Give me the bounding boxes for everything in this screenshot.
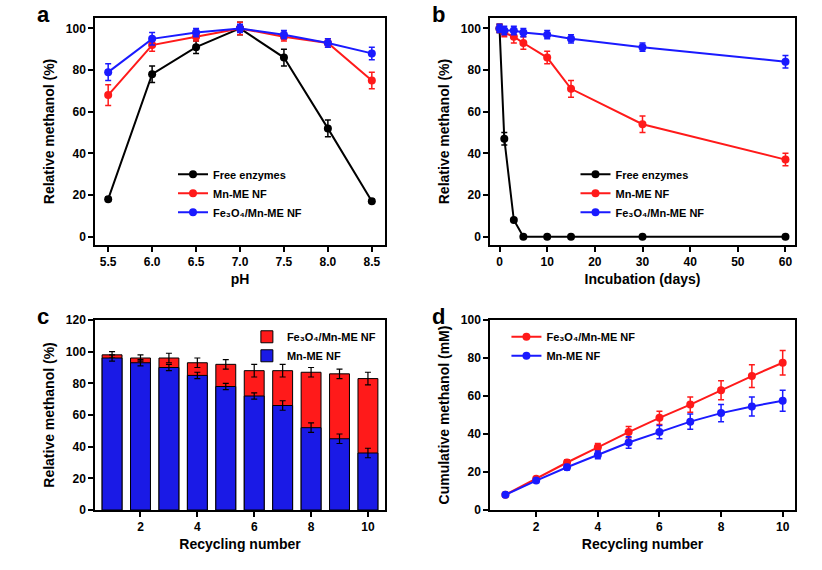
svg-text:Free enzymes: Free enzymes bbox=[616, 169, 689, 181]
svg-text:40: 40 bbox=[467, 427, 481, 441]
svg-text:Relative methanol (%): Relative methanol (%) bbox=[41, 342, 57, 487]
svg-text:4: 4 bbox=[194, 520, 201, 534]
svg-text:8: 8 bbox=[308, 520, 315, 534]
svg-text:Recycling number: Recycling number bbox=[179, 536, 301, 552]
svg-text:10: 10 bbox=[361, 520, 375, 534]
svg-text:5.5: 5.5 bbox=[100, 255, 117, 269]
svg-text:50: 50 bbox=[731, 255, 745, 269]
svg-text:4: 4 bbox=[594, 520, 601, 534]
svg-text:Cumulative methanol (mM): Cumulative methanol (mM) bbox=[436, 326, 452, 505]
svg-text:Relative methanol (%): Relative methanol (%) bbox=[41, 59, 57, 204]
svg-text:0: 0 bbox=[474, 230, 481, 244]
svg-text:a: a bbox=[37, 2, 50, 27]
svg-text:Free enzymes: Free enzymes bbox=[213, 169, 286, 181]
svg-text:Mn-ME NF: Mn-ME NF bbox=[616, 188, 670, 200]
svg-text:100: 100 bbox=[66, 22, 86, 36]
svg-text:0: 0 bbox=[79, 230, 86, 244]
svg-text:Fe₃O₄/Mn-ME NF: Fe₃O₄/Mn-ME NF bbox=[546, 331, 635, 343]
svg-text:b: b bbox=[432, 2, 445, 27]
svg-text:6.0: 6.0 bbox=[144, 255, 161, 269]
svg-text:40: 40 bbox=[72, 440, 86, 454]
svg-text:100: 100 bbox=[461, 313, 481, 327]
svg-text:80: 80 bbox=[72, 63, 86, 77]
svg-text:6.5: 6.5 bbox=[188, 255, 205, 269]
svg-text:Mn-ME NF: Mn-ME NF bbox=[213, 188, 267, 200]
svg-text:60: 60 bbox=[467, 389, 481, 403]
svg-text:d: d bbox=[432, 304, 445, 329]
svg-text:80: 80 bbox=[467, 63, 481, 77]
svg-text:0: 0 bbox=[474, 503, 481, 517]
svg-text:Recycling number: Recycling number bbox=[582, 536, 704, 552]
svg-text:7.5: 7.5 bbox=[276, 255, 293, 269]
svg-text:60: 60 bbox=[72, 105, 86, 119]
svg-text:100: 100 bbox=[66, 345, 86, 359]
svg-text:20: 20 bbox=[72, 188, 86, 202]
svg-text:100: 100 bbox=[461, 22, 481, 36]
svg-text:30: 30 bbox=[636, 255, 650, 269]
svg-text:20: 20 bbox=[72, 472, 86, 486]
svg-text:8.0: 8.0 bbox=[320, 255, 337, 269]
svg-text:2: 2 bbox=[137, 520, 144, 534]
svg-text:40: 40 bbox=[467, 147, 481, 161]
svg-text:Fe₃O₄/Mn-ME NF: Fe₃O₄/Mn-ME NF bbox=[213, 207, 302, 219]
svg-text:40: 40 bbox=[683, 255, 697, 269]
svg-text:60: 60 bbox=[72, 408, 86, 422]
svg-text:40: 40 bbox=[72, 147, 86, 161]
svg-text:pH: pH bbox=[231, 271, 250, 287]
svg-text:8.5: 8.5 bbox=[363, 255, 380, 269]
svg-text:Incubation (days): Incubation (days) bbox=[585, 271, 701, 287]
svg-text:80: 80 bbox=[72, 377, 86, 391]
svg-text:c: c bbox=[37, 304, 49, 329]
svg-text:6: 6 bbox=[251, 520, 258, 534]
svg-text:0: 0 bbox=[496, 255, 503, 269]
svg-text:120: 120 bbox=[66, 313, 86, 327]
svg-text:Relative methanol (%): Relative methanol (%) bbox=[436, 59, 452, 204]
svg-text:10: 10 bbox=[541, 255, 555, 269]
svg-text:Fe₃O₄/Mn-ME NF: Fe₃O₄/Mn-ME NF bbox=[616, 207, 705, 219]
svg-text:8: 8 bbox=[718, 520, 725, 534]
svg-text:60: 60 bbox=[779, 255, 793, 269]
svg-text:Mn-ME NF: Mn-ME NF bbox=[546, 350, 600, 362]
svg-text:60: 60 bbox=[467, 105, 481, 119]
svg-text:80: 80 bbox=[467, 351, 481, 365]
svg-text:Fe₃O₄/Mn-ME NF: Fe₃O₄/Mn-ME NF bbox=[287, 331, 376, 343]
svg-text:7.0: 7.0 bbox=[232, 255, 249, 269]
svg-text:10: 10 bbox=[776, 520, 790, 534]
svg-text:0: 0 bbox=[79, 503, 86, 517]
svg-text:Mn-ME NF: Mn-ME NF bbox=[287, 350, 341, 362]
svg-text:2: 2 bbox=[533, 520, 540, 534]
svg-text:20: 20 bbox=[588, 255, 602, 269]
svg-text:20: 20 bbox=[467, 188, 481, 202]
svg-text:20: 20 bbox=[467, 465, 481, 479]
svg-text:6: 6 bbox=[656, 520, 663, 534]
